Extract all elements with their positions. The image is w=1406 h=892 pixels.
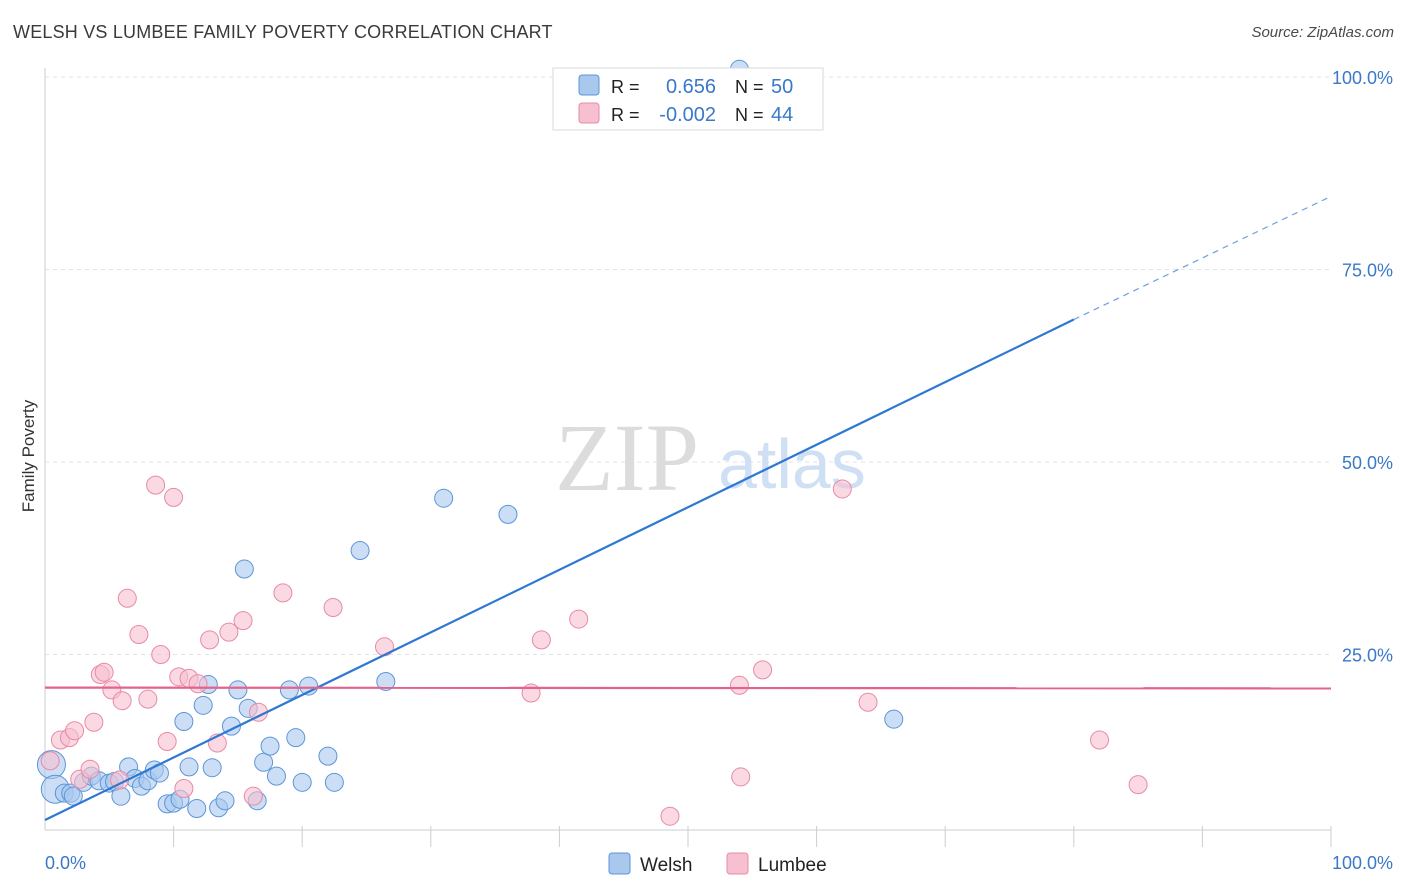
lumbee-point (146, 475, 166, 495)
welsh-point (292, 772, 312, 792)
welsh-n-label: N = (735, 77, 764, 97)
lumbee-point (1090, 730, 1110, 750)
lumbee-point (129, 624, 149, 644)
lumbee-point (521, 683, 541, 703)
lumbee-r-label: R = (611, 105, 640, 125)
welsh-point (187, 799, 207, 818)
welsh-point (884, 709, 904, 729)
lumbee-n-value: 44 (771, 104, 793, 126)
lumbee-point (84, 712, 104, 732)
lumbee-point (660, 806, 680, 826)
lumbee-point (112, 691, 132, 711)
lumbee-point (219, 622, 239, 642)
lumbee-point (1128, 775, 1148, 795)
welsh-r-value: 0.656 (666, 76, 716, 98)
welsh-trend-line (44, 318, 1075, 822)
lumbee-point (94, 662, 114, 682)
lumbee-point (174, 778, 194, 798)
welsh-point (260, 736, 280, 756)
chart-title: WELSH VS LUMBEE FAMILY POVERTY CORRELATI… (13, 22, 553, 42)
legend-welsh-label: Welsh (640, 855, 692, 876)
lumbee-trend-line (44, 686, 1332, 690)
lumbee-point (164, 487, 184, 507)
lumbee-point (80, 759, 100, 779)
lumbee-point (375, 637, 395, 657)
lumbee-n-label: N = (735, 105, 764, 125)
legend-lumbee-swatch (726, 852, 749, 875)
lumbee-point (569, 609, 589, 629)
tick-marks (173, 826, 1332, 847)
y-tick-label: 75.0% (1342, 261, 1393, 281)
welsh-point (498, 504, 518, 524)
trend-lines (44, 195, 1332, 822)
watermark-zip: ZIP (555, 404, 699, 511)
lumbee-point (200, 630, 220, 650)
bottom-legend: Welsh Lumbee (608, 852, 827, 876)
y-axis-title: Family Poverty (19, 399, 38, 512)
lumbee-point (323, 598, 343, 618)
lumbee-point (117, 588, 137, 608)
y-tick-label: 100.0% (1332, 68, 1393, 88)
welsh-point (350, 541, 370, 561)
legend-lumbee-label: Lumbee (758, 855, 827, 876)
lumbee-point (531, 630, 551, 650)
welsh-point (202, 758, 222, 778)
x-tick-label-min: 0.0% (45, 853, 86, 873)
lumbee-point (729, 675, 749, 695)
lumbee-point (65, 721, 85, 741)
welsh-point (215, 791, 235, 811)
lumbee-point (858, 692, 878, 712)
welsh-point (228, 680, 248, 700)
stats-legend: R = 0.656 N = 50 R = -0.002 N = 44 (552, 67, 824, 131)
lumbee-point (731, 767, 751, 787)
welsh-point (179, 757, 199, 777)
watermark: ZIP atlas (555, 404, 866, 511)
lumbee-point (233, 611, 253, 631)
y-tick-label: 50.0% (1342, 453, 1393, 473)
welsh-point (254, 752, 274, 772)
lumbee-point (151, 645, 171, 664)
welsh-trend-extension (1073, 195, 1332, 321)
welsh-point (324, 772, 344, 792)
lumbee-point (138, 689, 158, 709)
welsh-point (234, 559, 254, 579)
welsh-r-label: R = (611, 77, 640, 97)
lumbee-point (188, 674, 208, 694)
scatter-points (36, 59, 1148, 826)
axis-labels: 25.0% 50.0% 75.0% 100.0% 0.0% 100.0% (45, 68, 1393, 873)
x-tick-label-max: 100.0% (1332, 853, 1393, 873)
welsh-point (279, 680, 299, 700)
chart-source: Source: ZipAtlas.com (1251, 24, 1394, 41)
lumbee-point (243, 786, 263, 806)
lumbee-point (832, 479, 852, 499)
welsh-point (193, 695, 213, 715)
welsh-point (376, 671, 396, 691)
lumbee-r-value: -0.002 (659, 104, 716, 126)
welsh-point (111, 786, 131, 806)
welsh-point (286, 728, 306, 748)
welsh-point (266, 766, 286, 786)
welsh-point (174, 711, 194, 731)
lumbee-point (273, 583, 293, 603)
welsh-point (318, 746, 338, 766)
lumbee-point (753, 660, 773, 680)
lumbee-point (40, 751, 60, 771)
lumbee-point (157, 732, 177, 752)
legend-welsh-swatch (608, 852, 631, 875)
welsh-n-value: 50 (771, 76, 793, 98)
lumbee-swatch (578, 102, 600, 124)
welsh-point (434, 488, 454, 508)
welsh-swatch (578, 74, 600, 96)
y-tick-label: 25.0% (1342, 646, 1393, 666)
